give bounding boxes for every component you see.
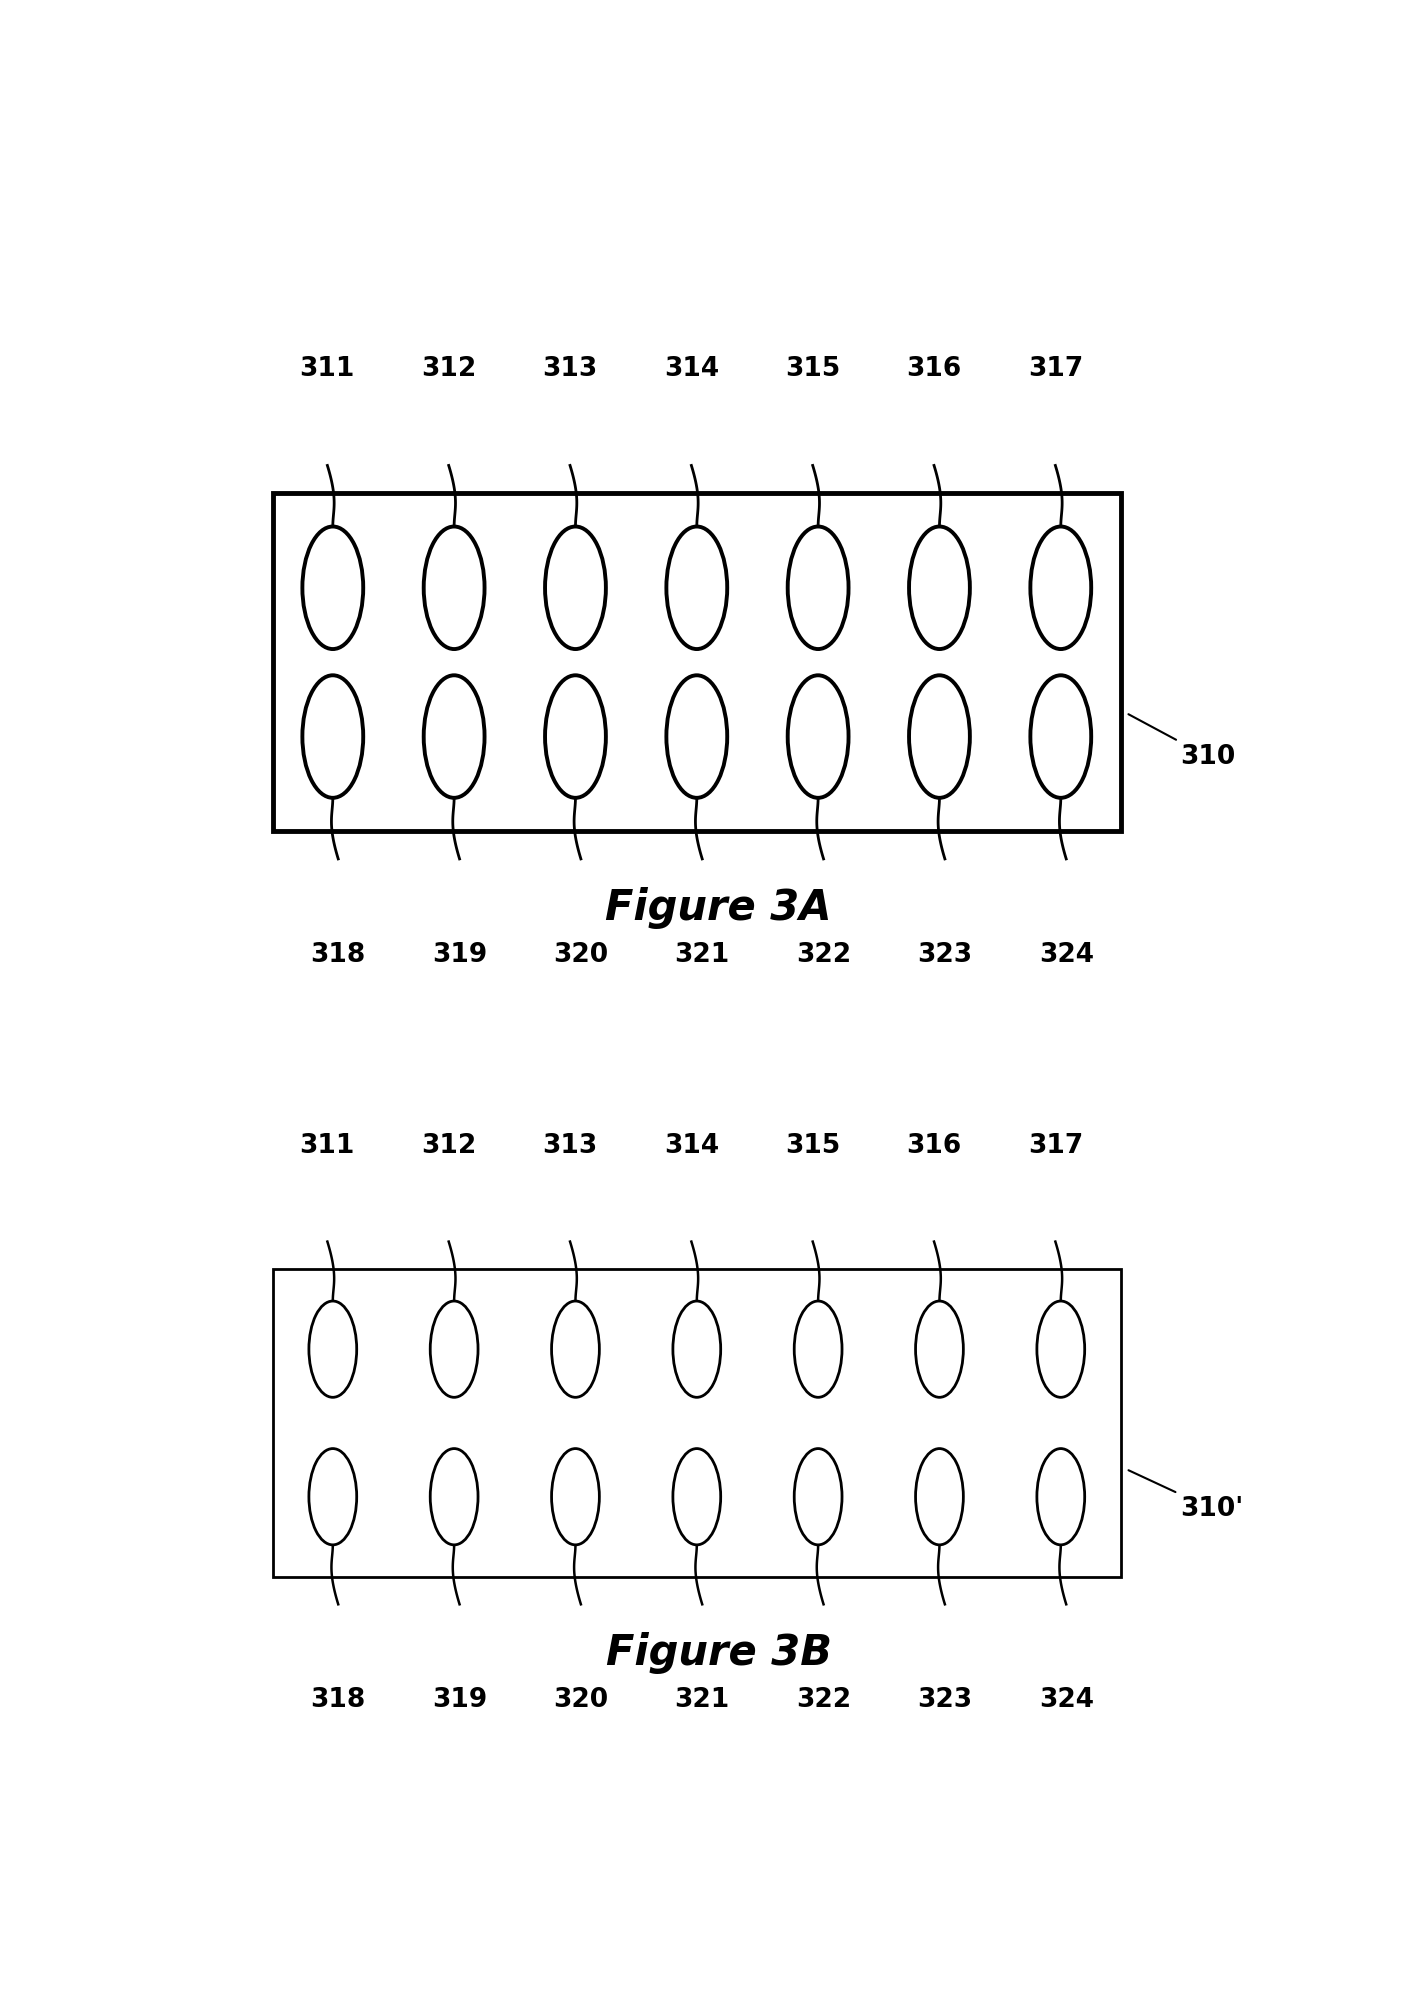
Text: 312: 312 [421,357,477,383]
Text: 323: 323 [917,942,973,968]
Ellipse shape [1030,527,1091,649]
Text: 319: 319 [432,942,486,968]
Text: 323: 323 [917,1687,973,1713]
Bar [273,493,1120,830]
Ellipse shape [423,675,485,798]
Ellipse shape [788,527,848,649]
Text: 310': 310' [1129,1471,1244,1523]
Text: 320: 320 [554,1687,608,1713]
Text: 316: 316 [907,357,962,383]
Text: 319: 319 [432,1687,486,1713]
Text: 324: 324 [1039,942,1094,968]
Text: 314: 314 [663,357,719,383]
Ellipse shape [303,527,363,649]
Text: 315: 315 [785,357,840,383]
Text: 313: 313 [543,357,597,383]
Text: 316: 316 [907,1132,962,1158]
Text: 318: 318 [311,942,366,968]
Text: 321: 321 [674,1687,730,1713]
Text: 324: 324 [1039,1687,1094,1713]
Text: 322: 322 [796,942,851,968]
Ellipse shape [303,675,363,798]
Ellipse shape [1030,675,1091,798]
Ellipse shape [308,1449,356,1545]
Ellipse shape [788,675,848,798]
Text: 321: 321 [674,942,730,968]
Text: 312: 312 [421,1132,477,1158]
Text: 311: 311 [300,1132,355,1158]
Ellipse shape [666,675,728,798]
Ellipse shape [423,527,485,649]
Ellipse shape [794,1449,843,1545]
Ellipse shape [794,1301,843,1397]
Ellipse shape [908,527,970,649]
Text: 317: 317 [1028,357,1082,383]
Ellipse shape [551,1449,600,1545]
Text: Figure 3A: Figure 3A [606,886,831,928]
Text: 311: 311 [300,357,355,383]
Text: Figure 3B: Figure 3B [606,1633,831,1675]
Text: 320: 320 [554,942,608,968]
Bar [273,1269,1120,1577]
Text: 313: 313 [543,1132,597,1158]
Ellipse shape [673,1301,721,1397]
Ellipse shape [673,1449,721,1545]
Ellipse shape [551,1301,600,1397]
Ellipse shape [908,675,970,798]
Ellipse shape [666,527,728,649]
Ellipse shape [430,1449,478,1545]
Ellipse shape [545,527,606,649]
Ellipse shape [916,1449,963,1545]
Text: 315: 315 [785,1132,840,1158]
Text: 322: 322 [796,1687,851,1713]
Ellipse shape [430,1301,478,1397]
Text: 317: 317 [1028,1132,1082,1158]
Ellipse shape [545,675,606,798]
Ellipse shape [308,1301,356,1397]
Ellipse shape [916,1301,963,1397]
Text: 318: 318 [311,1687,366,1713]
Ellipse shape [1037,1449,1085,1545]
Text: 314: 314 [663,1132,719,1158]
Ellipse shape [1037,1301,1085,1397]
Text: 310: 310 [1129,715,1235,770]
